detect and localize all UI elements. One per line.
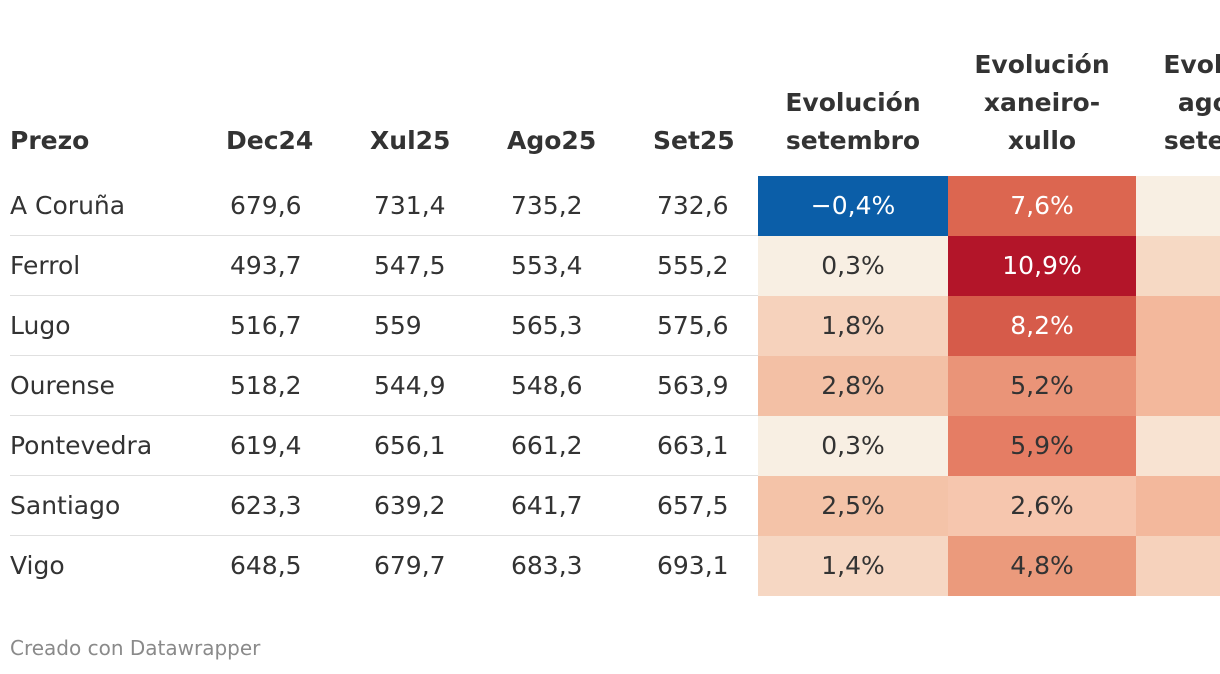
heat-cell: 0,3% (758, 416, 948, 476)
heat-cell (1136, 356, 1220, 416)
table-cell: Ferrol (10, 251, 81, 280)
heat-cell (1136, 296, 1220, 356)
table-cell: 683,3 (511, 551, 583, 580)
heat-cell (1136, 476, 1220, 536)
column-header: Prezo (10, 126, 90, 155)
table-cell: 679,7 (374, 551, 446, 580)
row-separator (10, 235, 758, 236)
heat-cell: 1,8% (758, 296, 948, 356)
table-cell: 548,6 (511, 371, 583, 400)
table-cell: Vigo (10, 551, 65, 580)
table-cell: 663,1 (657, 431, 729, 460)
table-cell: 619,4 (230, 431, 302, 460)
heat-cell: 2,8% (758, 356, 948, 416)
table-cell: 553,4 (511, 251, 583, 280)
heat-cell: 10,9% (948, 236, 1136, 296)
table-cell: 623,3 (230, 491, 302, 520)
heat-cell: 2,5% (758, 476, 948, 536)
column-header: Xul25 (370, 126, 451, 155)
table-cell: 639,2 (374, 491, 446, 520)
table-cell: Lugo (10, 311, 71, 340)
table-cell: 735,2 (511, 191, 583, 220)
table-cell: 563,9 (657, 371, 729, 400)
table-cell: 565,3 (511, 311, 583, 340)
heat-cell: 8,2% (948, 296, 1136, 356)
row-separator (10, 475, 758, 476)
column-header: Evolución xaneiro-xullo (974, 50, 1110, 155)
column-header: Ago25 (507, 126, 597, 155)
table-cell: 657,5 (657, 491, 729, 520)
heat-cell (1136, 536, 1220, 596)
table-cell: A Coruña (10, 191, 126, 220)
column-header: Dec24 (226, 126, 314, 155)
table-cell: 661,2 (511, 431, 583, 460)
table-cell: 547,5 (374, 251, 446, 280)
heat-cell (1136, 416, 1220, 476)
table-cell: 516,7 (230, 311, 302, 340)
row-separator (10, 535, 758, 536)
heat-cell: 5,9% (948, 416, 1136, 476)
table-cell: 679,6 (230, 191, 302, 220)
heat-cell: 4,8% (948, 536, 1136, 596)
table-cell: 641,7 (511, 491, 583, 520)
heat-cell: −0,4% (758, 176, 948, 236)
heat-cell: 2,6% (948, 476, 1136, 536)
row-separator (10, 295, 758, 296)
table-cell: Pontevedra (10, 431, 153, 460)
heat-cell: 5,2% (948, 356, 1136, 416)
table-cell: 575,6 (657, 311, 729, 340)
table-cell: 559 (374, 311, 422, 340)
heat-cell: 7,6% (948, 176, 1136, 236)
table-cell: 648,5 (230, 551, 302, 580)
heat-cell (1136, 236, 1220, 296)
column-header: Evolución setembro (785, 88, 921, 155)
table-cell: 693,1 (657, 551, 729, 580)
table-cell: 731,4 (374, 191, 446, 220)
table-cell: 555,2 (657, 251, 729, 280)
column-header: Evolución agosto-setembro (1163, 50, 1220, 155)
footer: Creado con Datawrapper (10, 636, 261, 660)
column-header: Set25 (653, 126, 735, 155)
row-separator (10, 355, 758, 356)
heat-cell: 0,3% (758, 236, 948, 296)
table-cell: 493,7 (230, 251, 302, 280)
table-cell: Ourense (10, 371, 115, 400)
table-cell: 518,2 (230, 371, 302, 400)
table-cell: 656,1 (374, 431, 446, 460)
table-cell: Santiago (10, 491, 121, 520)
heat-cell (1136, 176, 1220, 236)
row-separator (10, 415, 758, 416)
table-cell: 732,6 (657, 191, 729, 220)
table-cell: 544,9 (374, 371, 446, 400)
heat-cell: 1,4% (758, 536, 948, 596)
